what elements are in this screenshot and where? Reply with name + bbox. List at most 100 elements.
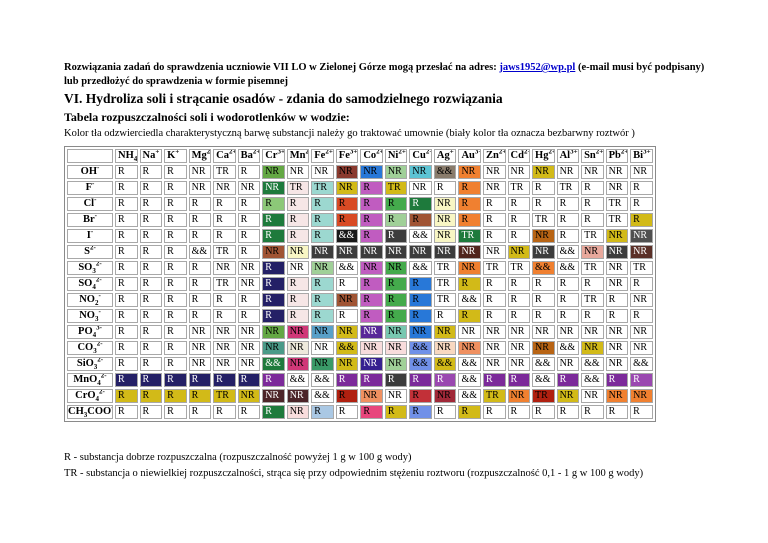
solubility-cell: R <box>335 213 359 227</box>
solubility-cell: NR <box>605 229 629 243</box>
solubility-cell: R <box>556 309 580 323</box>
anion-label: CrO42- <box>67 389 113 403</box>
solubility-cell: NR <box>605 261 629 275</box>
solubility-cell: NR <box>482 245 506 259</box>
solubility-cell: R <box>458 197 481 211</box>
solubility-cell: R <box>237 165 261 179</box>
anion-label: SO32- <box>67 261 113 275</box>
solubility-cell: NR <box>556 389 580 403</box>
solubility-cell: R <box>360 309 383 323</box>
solubility-cell: NR <box>286 405 310 419</box>
solubility-cell: R <box>139 341 163 355</box>
solubility-cell: NR <box>458 261 481 275</box>
solubility-cell: R <box>311 229 334 243</box>
solubility-cell: NR <box>360 245 383 259</box>
solubility-cell: R <box>335 405 359 419</box>
solubility-cell: NR <box>311 165 334 179</box>
solubility-cell: TR <box>507 181 531 195</box>
solubility-cell: R <box>262 293 285 307</box>
solubility-cell: && <box>458 389 481 403</box>
solubility-cell: NR <box>433 213 457 227</box>
solubility-cell: NR <box>482 357 506 371</box>
solubility-cell: R <box>384 309 408 323</box>
solubility-cell: TR <box>433 261 457 275</box>
solubility-cell: NR <box>458 325 481 339</box>
intro-text-a: Rozwiązania zadań do sprawdzenia uczniow… <box>64 62 500 73</box>
solubility-cell: NR <box>213 357 236 371</box>
solubility-cell: && <box>532 357 555 371</box>
solubility-cell: NR <box>335 293 359 307</box>
solubility-cell: NR <box>409 325 432 339</box>
solubility-cell: R <box>409 389 432 403</box>
legend-tr: TR - substancja o niewielkiej rozpuszcza… <box>64 468 644 479</box>
solubility-cell: && <box>409 357 432 371</box>
solubility-cell: R <box>213 309 236 323</box>
cation-header: Ca2+ <box>213 149 236 163</box>
solubility-cell: TR <box>581 229 604 243</box>
solubility-cell: R <box>507 373 531 387</box>
solubility-cell: NR <box>605 165 629 179</box>
solubility-cell: R <box>139 213 163 227</box>
solubility-cell: NR <box>311 325 334 339</box>
solubility-cell: R <box>433 181 457 195</box>
solubility-cell: R <box>409 309 432 323</box>
solubility-cell: R <box>164 405 187 419</box>
solubility-cell: R <box>384 229 408 243</box>
solubility-cell: NR <box>433 229 457 243</box>
solubility-cell: && <box>630 357 653 371</box>
solubility-cell: R <box>311 277 334 291</box>
solubility-cell: && <box>311 389 334 403</box>
solubility-cell: NR <box>507 341 531 355</box>
solubility-cell: && <box>311 373 334 387</box>
solubility-cell: NR <box>581 389 604 403</box>
solubility-cell: NR <box>605 181 629 195</box>
solubility-cell: R <box>262 309 285 323</box>
header-row: NH4+Na+K+Mg2+Ca2+Ba2+Cr3+Mn2+Fe2+Fe3+Co2… <box>67 149 653 163</box>
cation-header: Na+ <box>139 149 163 163</box>
solubility-cell: NR <box>311 341 334 355</box>
solubility-cell: TR <box>482 261 506 275</box>
table-row: CrO42- R R R R TR NR NR NR && R NR NR R NR && TR NR TR NR NR… <box>67 389 653 403</box>
solubility-cell: R <box>262 405 285 419</box>
cation-header: Cu2+ <box>409 149 432 163</box>
solubility-cell: TR <box>384 181 408 195</box>
solubility-cell: R <box>507 309 531 323</box>
solubility-cell: R <box>115 373 138 387</box>
solubility-cell: TR <box>286 181 310 195</box>
solubility-cell: R <box>507 229 531 243</box>
table-row: SO42- R R R R TR NR R R R R R R R TR R R R R R R NR R <box>67 277 653 291</box>
cation-header: Cd2+ <box>507 149 531 163</box>
cation-header: Sn2+ <box>581 149 604 163</box>
solubility-cell: NR <box>384 245 408 259</box>
cation-header: Ba2+ <box>237 149 261 163</box>
solubility-cell: R <box>115 197 138 211</box>
solubility-cell: NR <box>507 325 531 339</box>
cation-header: NH4+ <box>115 149 138 163</box>
solubility-cell: R <box>164 325 187 339</box>
solubility-cell: R <box>164 309 187 323</box>
solubility-cell: TR <box>213 389 236 403</box>
solubility-cell: NR <box>384 165 408 179</box>
corner-cell <box>67 149 113 163</box>
solubility-cell: && <box>556 245 580 259</box>
solubility-cell: R <box>556 293 580 307</box>
cation-header: Fe3+ <box>335 149 359 163</box>
solubility-cell: NR <box>262 181 285 195</box>
solubility-cell: R <box>311 309 334 323</box>
solubility-cell: NR <box>262 245 285 259</box>
solubility-cell: && <box>458 373 481 387</box>
solubility-cell: NR <box>605 325 629 339</box>
solubility-cell: TR <box>507 261 531 275</box>
cation-header: Hg2+ <box>532 149 555 163</box>
solubility-cell: R <box>115 293 138 307</box>
solubility-cell: R <box>630 197 653 211</box>
solubility-cell: R <box>115 181 138 195</box>
email-link[interactable]: jaws1952@wp.pl <box>499 62 576 73</box>
solubility-cell: R <box>335 277 359 291</box>
solubility-cell: NR <box>188 181 212 195</box>
solubility-cell: NR <box>433 389 457 403</box>
solubility-cell: R <box>360 405 383 419</box>
solubility-cell: NR <box>384 261 408 275</box>
solubility-cell: R <box>286 277 310 291</box>
